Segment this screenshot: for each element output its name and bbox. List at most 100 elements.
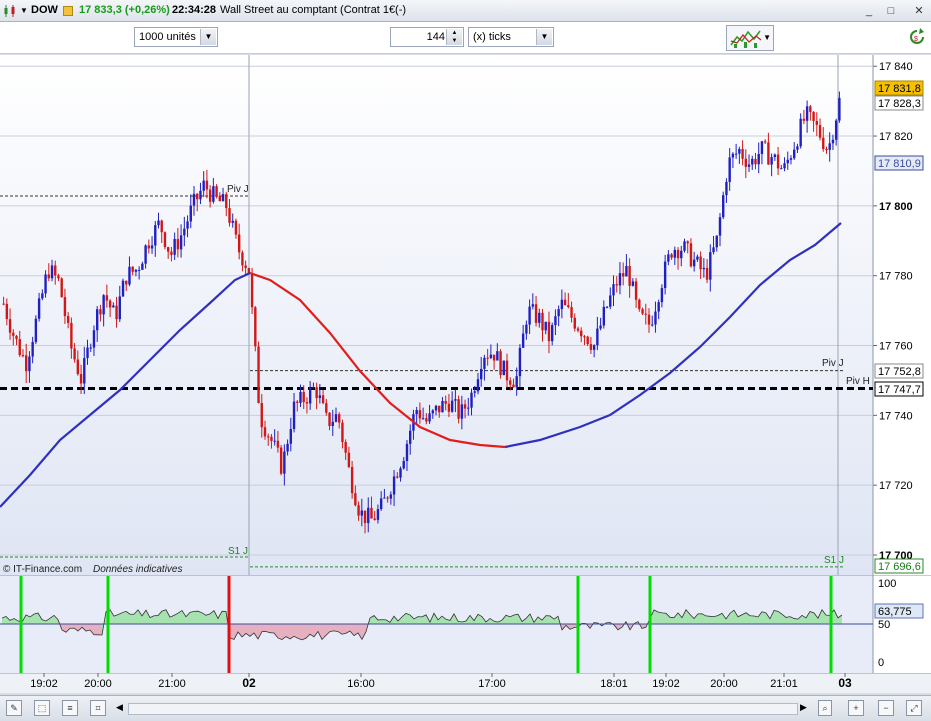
osc-fill-segment <box>538 616 542 624</box>
tick-count-stepper[interactable]: 144 ▲ ▼ <box>390 27 464 47</box>
candle-body <box>5 303 9 320</box>
candle-body <box>302 391 305 403</box>
osc-fill-segment <box>110 609 114 624</box>
osc-fill-segment <box>310 624 314 637</box>
candle-body <box>99 309 102 315</box>
osc-fill-segment <box>786 616 790 624</box>
price-chart[interactable]: 17 840 17 820 17 800 17 780 17 760 17 740 17 7… <box>0 55 931 575</box>
symbol-dropdown-arrow[interactable]: ▼ <box>20 6 28 15</box>
candle-body <box>102 295 105 315</box>
candle-body <box>592 345 596 350</box>
osc-fill-segment <box>114 614 118 624</box>
candle-body <box>534 304 538 323</box>
osc-fill-segment <box>502 615 506 624</box>
osc-fill-segment <box>778 611 782 624</box>
zoom-in-icon[interactable]: + <box>848 700 864 716</box>
ma-line-turning <box>249 271 506 449</box>
candle-body <box>73 348 76 360</box>
osc-fill-segment <box>630 623 634 630</box>
horizontal-scrollbar[interactable] <box>128 703 798 715</box>
candle-body <box>95 309 99 331</box>
restore-icon[interactable]: □ <box>887 5 895 17</box>
osc-fill-segment <box>154 615 158 624</box>
tick-count-value: 144 <box>426 31 445 43</box>
candle-body <box>137 269 141 271</box>
chevron-down-icon[interactable]: ▼ <box>536 29 552 45</box>
price-tag-box <box>874 95 924 111</box>
interval-unit-select[interactable]: (x) ticks ▼ <box>468 27 554 47</box>
osc-fill-segment <box>706 615 710 624</box>
candle-body <box>105 295 109 301</box>
candle-body <box>141 263 144 270</box>
osc-fill-segment <box>270 624 274 634</box>
candle-body <box>44 274 47 294</box>
candle-body <box>192 193 196 206</box>
chart-style-button[interactable]: ▼ <box>726 25 774 51</box>
candle-body <box>776 154 780 169</box>
scroll-right-icon[interactable]: ▶ <box>800 702 807 712</box>
zoom-icon[interactable]: ⌕ <box>818 700 832 716</box>
candle-body <box>357 505 360 516</box>
close-icon[interactable]: ✕ <box>914 5 924 17</box>
oscillator-panel[interactable]: 100 50 0 63,775 <box>0 574 931 673</box>
fit-icon[interactable]: ⤢ <box>906 700 922 716</box>
osc-fill-segment <box>674 612 678 624</box>
price-axis-background <box>873 55 931 575</box>
candle-body <box>254 307 257 347</box>
candle-body <box>647 314 651 325</box>
candle-body <box>373 518 376 520</box>
osc-fill-segment <box>710 616 714 624</box>
instrument-title: Wall Street au comptant (Contrat 1€(-) <box>220 4 407 16</box>
candle-body <box>505 360 509 381</box>
object-list-icon[interactable]: ≡ <box>62 700 78 716</box>
indicator-icon[interactable]: ⌗ <box>90 700 106 716</box>
ma-line-rising <box>0 272 251 508</box>
refresh-icon[interactable]: $ <box>908 28 926 48</box>
candlestick-app-icon <box>4 5 15 17</box>
symbol-label[interactable]: DOW <box>31 4 58 16</box>
candle-body <box>618 273 622 286</box>
volume-unit-select[interactable]: 1000 unités ▼ <box>134 27 218 47</box>
osc-fill-segment <box>382 619 386 624</box>
candle-body <box>221 194 225 202</box>
osc-fill-segment <box>202 612 206 624</box>
osc-fill-segment <box>278 624 282 640</box>
zoom-out-icon[interactable]: − <box>878 700 894 716</box>
osc-fill-segment <box>70 624 74 629</box>
price-change-label: 17 833,3 (+0,26%) <box>79 4 170 16</box>
oscillator-line <box>1 608 843 641</box>
selection-icon[interactable]: ⬚ <box>34 700 50 716</box>
piv-j-left-label: Piv J <box>227 184 249 195</box>
osc-fill-segment <box>290 624 294 639</box>
candle-body <box>796 146 799 150</box>
drawing-tools-icon[interactable]: ✎ <box>6 700 22 716</box>
osc-fill-segment <box>510 614 514 624</box>
osc-fill-segment <box>722 613 726 624</box>
price-chart-panel[interactable]: 17 840 17 820 17 800 17 780 17 760 17 740 17 7… <box>0 55 931 575</box>
osc-fill-segment <box>282 624 286 640</box>
scroll-left-icon[interactable]: ◀ <box>116 702 123 712</box>
candle-body <box>308 387 312 404</box>
osc-fill-segment <box>14 618 18 624</box>
candle-body <box>128 266 131 285</box>
candle-body <box>518 347 522 377</box>
stepper-arrows-icon[interactable]: ▲ ▼ <box>446 29 462 45</box>
candle-body <box>347 452 351 467</box>
oscillator-chart[interactable]: 100 50 0 63,775 <box>0 574 931 673</box>
chevron-down-icon[interactable]: ▼ <box>200 29 216 45</box>
alert-icon[interactable] <box>63 6 73 16</box>
osc-fill-segment <box>306 624 310 639</box>
candle-body <box>370 507 373 519</box>
candle-body <box>341 422 344 443</box>
candle-body <box>812 111 815 122</box>
candle-body <box>208 189 212 202</box>
chevron-down-icon[interactable]: ▼ <box>763 33 771 42</box>
candle-body <box>457 399 460 419</box>
osc-fill-segment <box>410 614 414 624</box>
chart-background <box>0 55 873 575</box>
minimize-icon[interactable]: _ <box>865 5 873 17</box>
osc-fill-segment <box>522 618 526 624</box>
candle-body <box>225 194 228 209</box>
candle-body <box>705 267 709 280</box>
osc-fill-segment <box>314 624 318 637</box>
